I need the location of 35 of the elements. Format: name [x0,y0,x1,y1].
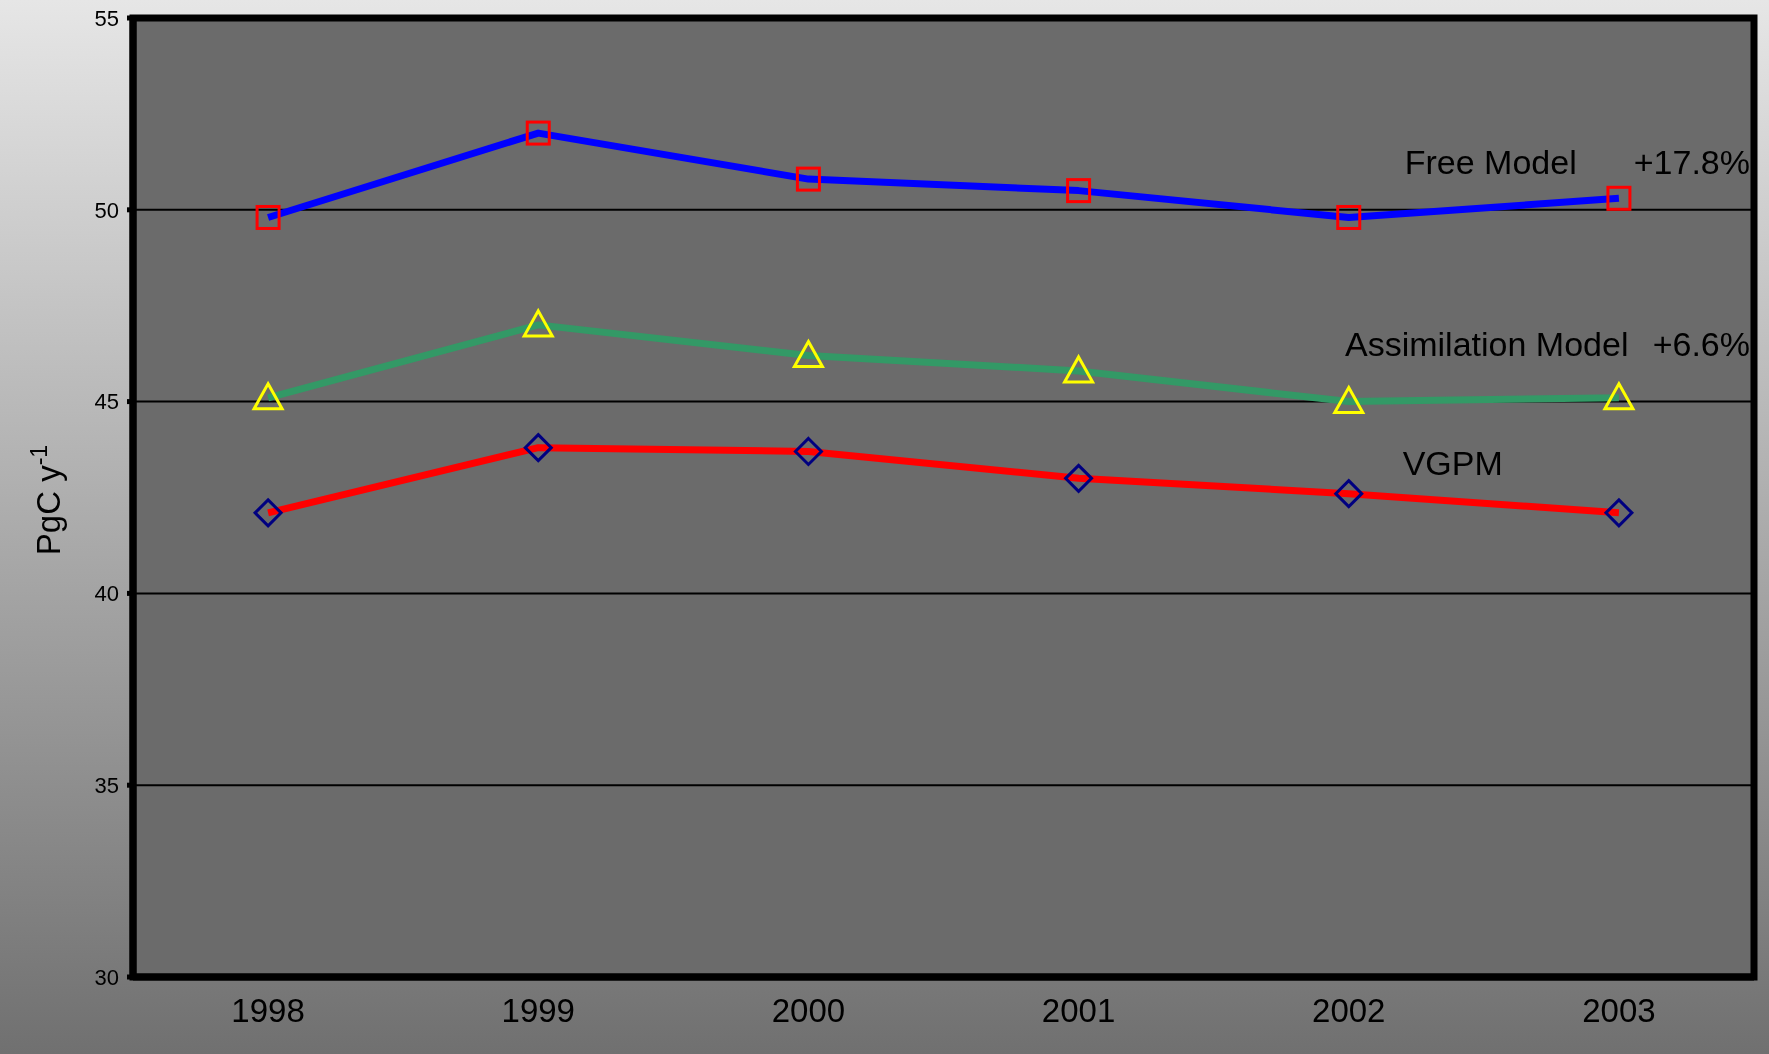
point [1063,355,1095,384]
x-tick-label: 2003 [1582,992,1656,1030]
x-tick-label: 1998 [231,992,305,1030]
point [1603,382,1635,411]
y-tick-label: 55 [94,5,119,31]
y-tick-label: 35 [94,773,119,799]
point [523,433,553,463]
point [525,120,551,146]
y-tick-label: 50 [94,197,119,223]
point [1066,178,1092,204]
series-label: Free Model [1404,143,1577,182]
x-tick-label: 2002 [1312,992,1386,1030]
point [1604,498,1634,528]
point [253,498,283,528]
y-tick-label: 40 [94,581,119,607]
y-tick-label: 30 [94,964,119,990]
point [1606,185,1632,211]
point [1334,479,1364,509]
point [1064,463,1094,493]
x-tick-label: 2000 [771,992,846,1030]
x-tick-label: 1999 [501,992,575,1030]
series-label: VGPM [1402,443,1503,482]
x-tick-label: 2001 [1041,992,1116,1030]
point [795,166,821,192]
annotation: +6.6% [1652,324,1750,363]
point [522,309,554,338]
point [793,436,823,466]
series-label: Assimilation Model [1345,324,1629,363]
point [1333,386,1365,415]
annotation: +17.8% [1633,143,1750,182]
point [255,204,281,230]
point [1336,204,1362,230]
point [252,382,284,411]
y-tick-label: 45 [94,389,119,415]
point [792,340,824,369]
